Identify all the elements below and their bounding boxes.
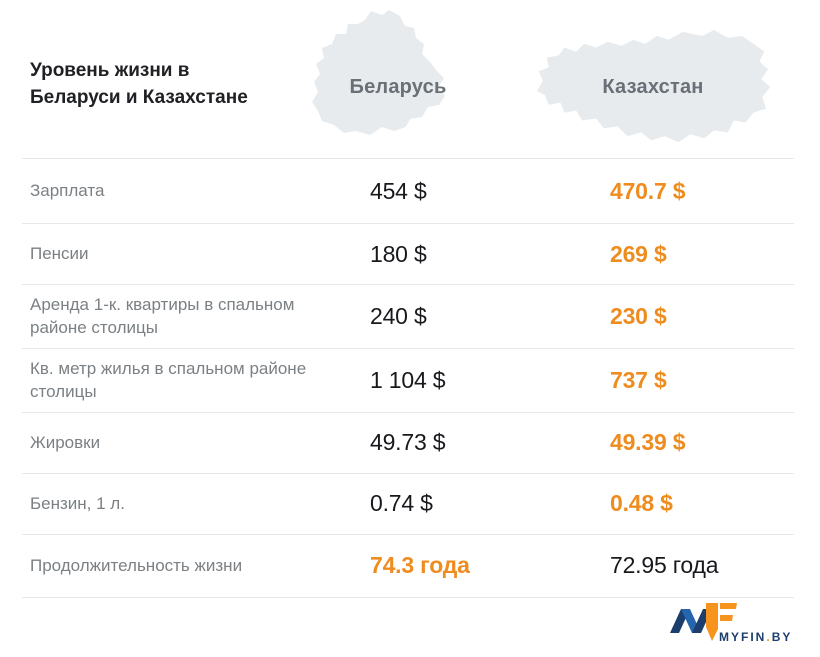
- table-row: Продолжительность жизни 74.3 года 72.95 …: [22, 533, 794, 598]
- belarus-map-icon: [312, 10, 445, 135]
- row-label: Продолжительность жизни: [30, 556, 243, 576]
- belarus-value: 240 $: [370, 302, 427, 329]
- table-row: Кв. метр жилья в спальном районе столицы…: [22, 347, 794, 412]
- row-label: Жировки: [30, 433, 101, 453]
- row-label: Аренда 1-к. квартиры в спальном районе с…: [30, 295, 295, 338]
- row-label: Бензин, 1 л.: [30, 494, 125, 514]
- kazakhstan-value: 230 $: [610, 302, 667, 329]
- belarus-value: 74.3 года: [370, 552, 470, 579]
- kazakhstan-value: 737 $: [610, 366, 667, 393]
- column-header-kazakhstan: Казахстан: [602, 76, 704, 98]
- kazakhstan-value: 49.39 $: [610, 429, 686, 456]
- row-label: Зарплата: [30, 181, 105, 201]
- row-label: Кв. метр жилья в спальном районе столицы: [30, 358, 307, 402]
- comparison-table: Зарплата 454 $ 470.7 $ Пенсии 180 $ 269 …: [22, 158, 794, 598]
- belarus-value: 180 $: [370, 240, 427, 267]
- logo-f-stem: [706, 603, 718, 641]
- belarus-value: 1 104 $: [370, 366, 446, 393]
- page-title: Уровень жизни в Беларуси и Казахстане: [30, 60, 248, 108]
- belarus-value: 49.73 $: [370, 429, 446, 456]
- logo-f-top-arm: [720, 603, 737, 609]
- kazakhstan-value: 0.48 $: [610, 490, 673, 517]
- kazakhstan-map-icon: [536, 29, 771, 143]
- kazakhstan-value: 269 $: [610, 240, 667, 267]
- table-row: Пенсии 180 $ 269 $: [22, 223, 794, 284]
- logo-wordmark: MYFIN.BY: [719, 630, 792, 644]
- myfin-logo-icon: MYFIN.BY: [670, 603, 792, 644]
- myfin-logo[interactable]: MYFIN.BY: [662, 599, 802, 645]
- row-label: Пенсии: [30, 244, 89, 264]
- logo-f-mid-arm: [720, 615, 733, 621]
- kazakhstan-value: 72.95 года: [610, 552, 719, 579]
- table-row: Бензин, 1 л. 0.74 $ 0.48 $: [22, 472, 794, 534]
- belarus-value: 454 $: [370, 177, 427, 204]
- table-row: Зарплата 454 $ 470.7 $: [22, 158, 794, 223]
- table-row: Жировки 49.73 $ 49.39 $: [22, 411, 794, 473]
- belarus-value: 0.74 $: [370, 490, 433, 517]
- kazakhstan-value: 470.7 $: [610, 177, 686, 204]
- header: Уровень жизни в Беларуси и Казахстане Бе…: [0, 0, 820, 158]
- column-header-belarus: Беларусь: [349, 76, 447, 98]
- table-row: Аренда 1-к. квартиры в спальном районе с…: [22, 284, 794, 348]
